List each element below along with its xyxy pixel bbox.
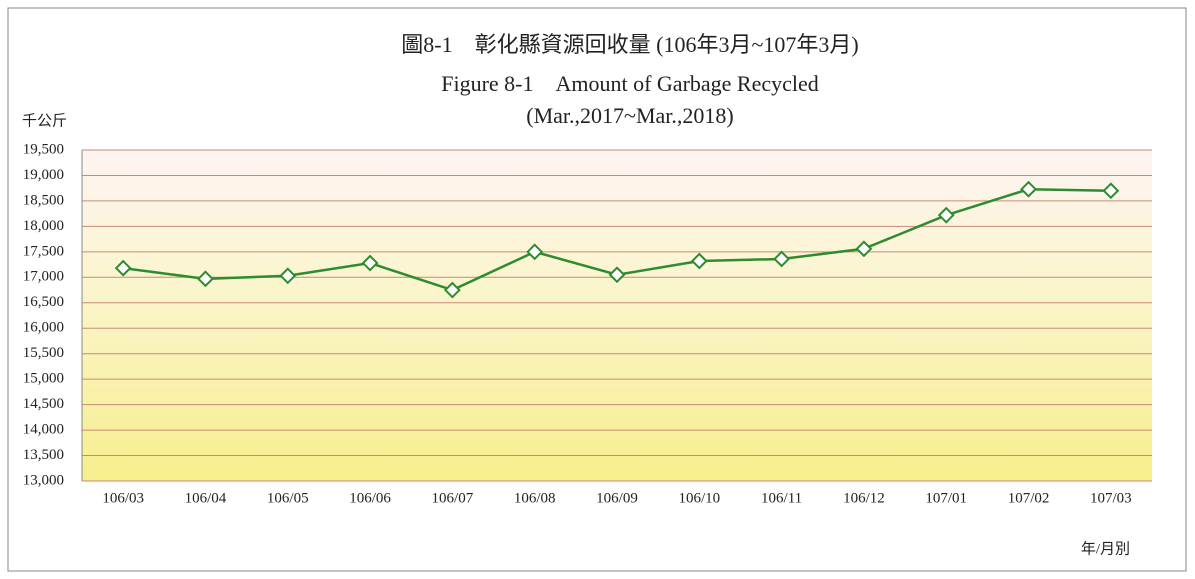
x-tick-label: 106/11 xyxy=(761,490,802,506)
y-tick-label: 17,500 xyxy=(23,243,64,259)
x-tick-label: 106/03 xyxy=(102,490,144,506)
marker xyxy=(197,270,214,288)
marker xyxy=(855,240,873,258)
marker xyxy=(773,250,791,268)
marker xyxy=(443,281,461,299)
x-tick-label: 107/01 xyxy=(925,490,967,506)
x-axis-label: 年/月別 xyxy=(1081,540,1130,557)
y-tick-label: 17,000 xyxy=(23,269,64,285)
y-tick-label: 16,500 xyxy=(23,294,64,310)
y-tick-label: 19,000 xyxy=(23,167,64,183)
x-tick-label: 106/07 xyxy=(432,490,474,506)
chart-title-period: (Mar.,2017~Mar.,2018) xyxy=(526,103,733,128)
y-tick-label: 16,000 xyxy=(23,320,64,336)
y-tick-label: 14,000 xyxy=(23,422,64,438)
x-tick-label: 106/08 xyxy=(514,490,556,506)
marker xyxy=(1102,182,1120,200)
marker xyxy=(1020,180,1037,198)
y-tick-label: 15,500 xyxy=(23,345,64,361)
y-tick-label: 19,500 xyxy=(23,141,64,157)
marker xyxy=(690,252,708,270)
y-tick-label: 18,500 xyxy=(23,192,64,208)
y-tick-label: 13,000 xyxy=(23,472,64,488)
plot-area xyxy=(82,150,1152,481)
x-tick-label: 107/03 xyxy=(1090,490,1132,506)
marker xyxy=(114,259,132,277)
y-tick-label: 13,500 xyxy=(23,447,64,463)
x-tick-label: 106/12 xyxy=(843,490,885,506)
marker xyxy=(937,206,955,224)
chart-title: 圖8-1 彰化縣資源回收量 (106年3月~107年3月) xyxy=(401,32,858,57)
x-tick-label: 107/02 xyxy=(1008,490,1050,506)
x-tick-label: 106/05 xyxy=(267,490,309,506)
marker xyxy=(279,267,297,285)
y-tick-label: 18,000 xyxy=(23,218,64,234)
y-tick-label: 15,000 xyxy=(23,371,64,387)
y-axis-label: 千公斤 xyxy=(22,112,67,129)
x-tick-label: 106/04 xyxy=(185,490,227,506)
chart-title-en: Figure 8-1 Amount of Garbage Recycled xyxy=(441,71,819,96)
marker xyxy=(361,254,379,272)
x-tick-label: 106/10 xyxy=(678,490,720,506)
marker xyxy=(526,243,544,261)
y-tick-label: 14,500 xyxy=(23,396,64,412)
x-tick-label: 106/09 xyxy=(596,490,638,506)
x-tick-label: 106/06 xyxy=(349,490,391,506)
marker xyxy=(608,266,626,284)
